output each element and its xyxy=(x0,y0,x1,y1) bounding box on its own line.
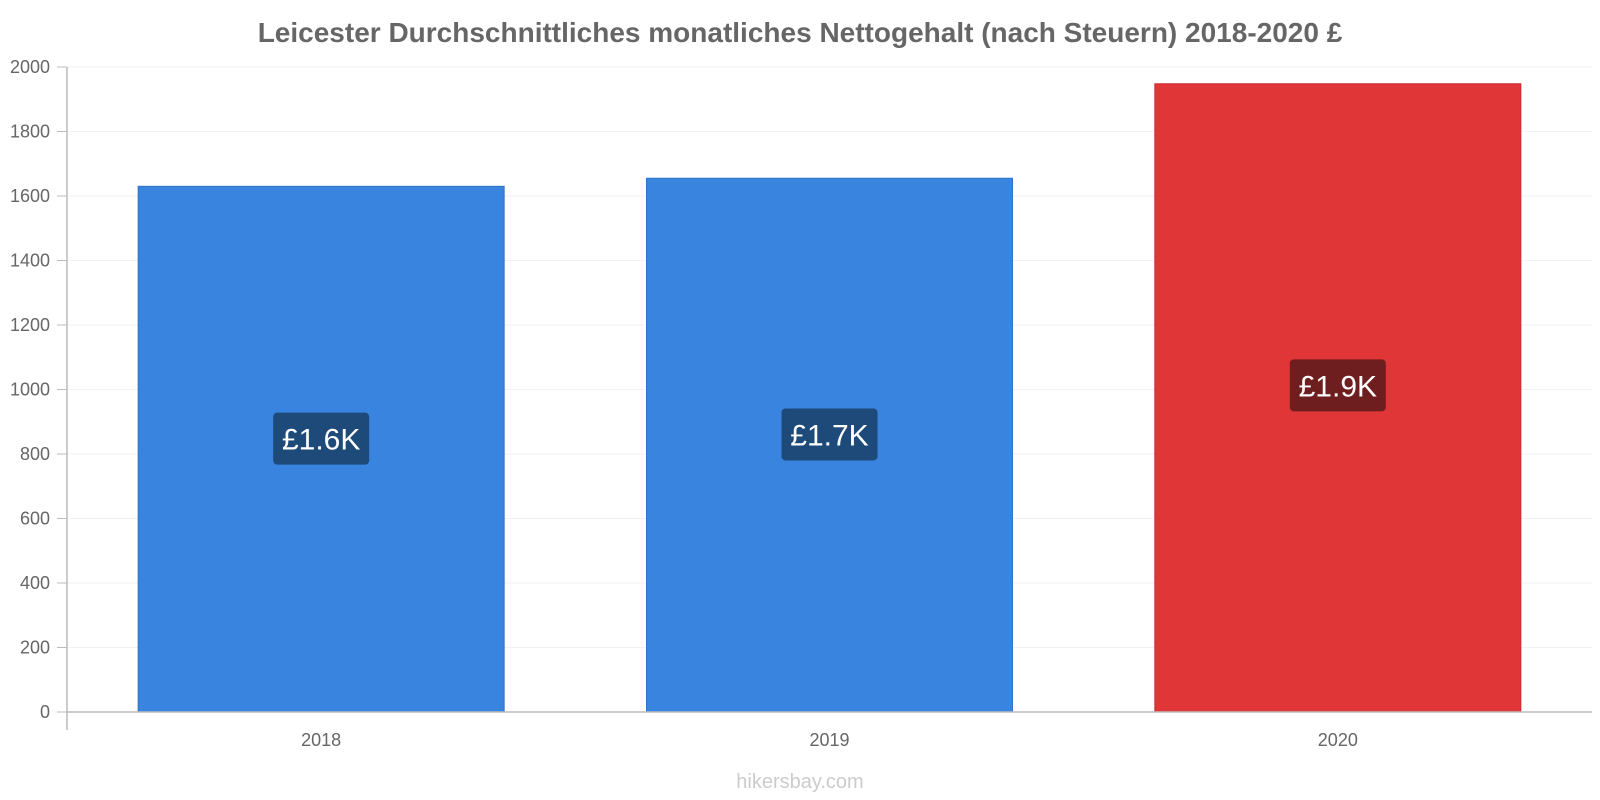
y-tick-label: 1200 xyxy=(10,315,50,335)
data-label-box xyxy=(1289,359,1386,412)
y-tick-label: 800 xyxy=(20,444,50,464)
y-tick-label: 1800 xyxy=(10,122,50,142)
chart-title: Leicester Durchschnittliches monatliches… xyxy=(258,17,1343,48)
data-label: £1.9K xyxy=(1299,370,1377,403)
data-label-box xyxy=(781,408,878,461)
data-labels: £1.6K £1.7K £1.9K xyxy=(273,359,1386,465)
y-tick-label: 1000 xyxy=(10,380,50,400)
y-tick-label: 0 xyxy=(40,702,50,722)
y-tick-label: 400 xyxy=(20,573,50,593)
axes: 0 200 400 600 800 1000 1200 1400 1600 1800 2000 201… xyxy=(10,57,1592,750)
y-tick-label: 1600 xyxy=(10,186,50,206)
data-label-box xyxy=(273,412,370,465)
data-label: £1.6K xyxy=(282,424,360,457)
y-tick-label: 600 xyxy=(20,509,50,529)
x-tick-label: 2018 xyxy=(301,730,341,750)
x-tick-label: 2019 xyxy=(809,730,849,750)
data-label: £1.7K xyxy=(790,419,868,452)
x-tick-label: 2020 xyxy=(1318,730,1358,750)
watermark: hikersbay.com xyxy=(736,771,863,793)
y-tick-label: 1400 xyxy=(10,251,50,271)
y-tick-label: 200 xyxy=(20,638,50,658)
y-tick-label: 2000 xyxy=(10,57,50,77)
